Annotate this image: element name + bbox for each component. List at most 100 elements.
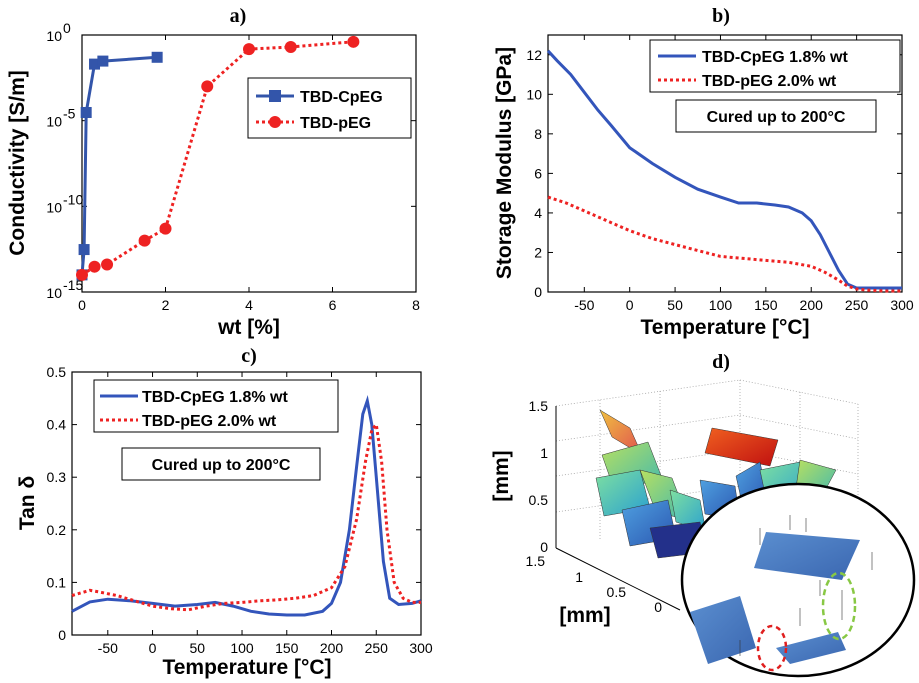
ytick-label: 0.4 xyxy=(47,417,67,433)
panel-b-plot-frame xyxy=(547,34,903,293)
panel-c-series xyxy=(71,395,422,617)
ytick-label: 10 xyxy=(46,285,62,301)
xtick-label: 100 xyxy=(709,297,733,313)
data-point-square xyxy=(151,51,163,63)
series-line-1 xyxy=(547,195,902,293)
ytick-label: 0.1 xyxy=(47,574,67,590)
ytick-exponent: -5 xyxy=(63,106,76,122)
data-point-circle xyxy=(243,43,255,56)
xtick-label: 0 xyxy=(149,640,157,656)
data-point-square xyxy=(80,106,92,118)
xtick-label: 250 xyxy=(365,640,389,656)
panel-a-xlabel: wt [%] xyxy=(217,316,280,339)
panel-a-legend-marker-peg xyxy=(269,116,281,128)
panel-d-inset-sheet-bottom xyxy=(776,632,846,664)
panel-d-ytick-0: 0 xyxy=(654,599,662,615)
ytick-label: 10 xyxy=(46,199,62,215)
xtick-label: 50 xyxy=(667,297,683,313)
xtick-label: 0 xyxy=(78,297,86,313)
xtick-label: -50 xyxy=(98,640,118,656)
panel-a-ylabel: Conductivity [S/m] xyxy=(6,70,29,256)
data-point-square xyxy=(89,58,101,70)
panel-a-legend: TBD-CpEG TBD-pEG xyxy=(247,77,412,139)
xtick-label: 0 xyxy=(626,297,634,313)
panel-c-legend-box xyxy=(93,379,339,433)
panel-a-legend-marker-cpeg xyxy=(269,90,281,102)
panel-b-chart: -50 0 50 100 150 200 250 300 0 2 4 6 8 10 12 Temperatu… xyxy=(493,34,914,339)
panel-b-series xyxy=(546,49,902,293)
panel-b-annotation: Cured up to 200°C xyxy=(707,109,846,126)
panel-c-chart: -50 0 50 100 150 200 250 300 0 0.1 0.2 0.3 0.4 0.5 Te… xyxy=(16,364,433,679)
xtick-label: 6 xyxy=(329,297,337,313)
panel-b-xlabel: Temperature [°C] xyxy=(640,316,809,339)
series-line-0 xyxy=(546,49,902,290)
panel-b-ylabel: Storage Modulus [GPa] xyxy=(493,47,516,279)
data-point-circle xyxy=(101,258,114,271)
xtick-label: 300 xyxy=(409,640,433,656)
ytick-exponent: -15 xyxy=(63,277,83,293)
series-line-0 xyxy=(71,395,422,617)
panel-d-inset-highlight-red xyxy=(756,624,788,672)
panel-d-title: d) xyxy=(712,351,730,373)
panel-d-ytick-0.5: 0.5 xyxy=(607,584,627,600)
panel-d-ylabel: [mm] xyxy=(559,604,610,627)
xtick-label: -50 xyxy=(574,297,594,313)
panel-c-ylabel: Tan δ xyxy=(16,476,39,530)
ytick-label: 8 xyxy=(534,126,542,142)
data-point-circle xyxy=(88,260,101,273)
panel-d-ytick-1: 1 xyxy=(575,569,583,585)
xtick-label: 250 xyxy=(845,297,869,313)
panel-d-inset-sheet-top xyxy=(754,532,860,580)
panel-a-legend-box xyxy=(247,77,412,139)
panel-a-series xyxy=(76,35,360,281)
panel-c-legend-label-cpeg: TBD-CpEG 1.8% wt xyxy=(142,389,288,406)
ytick-label: 0 xyxy=(534,284,542,300)
panel-b-legend-box xyxy=(649,39,901,93)
panel-c-axes: -50 0 50 100 150 200 250 300 0 0.1 0.2 0.3 0.4 0.5 xyxy=(47,364,433,656)
xtick-label: 200 xyxy=(320,640,344,656)
ytick-label: 10 xyxy=(526,86,542,102)
ytick-exponent: -10 xyxy=(63,191,83,207)
panel-b-legend-label-peg: TBD-pEG 2.0% wt xyxy=(702,73,837,90)
ytick-label: 10 xyxy=(46,28,62,44)
panel-d-zoom-inset xyxy=(680,482,916,678)
panel-d-ztick-0.5: 0.5 xyxy=(529,492,549,508)
xtick-label: 150 xyxy=(275,640,299,656)
ytick-label: 0.2 xyxy=(47,522,67,538)
ytick-label: 10 xyxy=(46,114,62,130)
xtick-label: 100 xyxy=(230,640,254,656)
data-point-square xyxy=(78,244,90,256)
panel-d-inset-highlight-green xyxy=(821,571,857,641)
panel-d-3d-illustration: 1.5 1 0.5 0 [mm] 1.5 1 0.5 0 [mm] xyxy=(490,379,916,678)
panel-d-ztick-1: 1 xyxy=(540,445,548,461)
panel-d-ztick-0: 0 xyxy=(540,539,548,555)
panel-d-y-axis xyxy=(555,547,681,611)
panel-c-legend-label-peg: TBD-pEG 2.0% wt xyxy=(142,413,277,430)
data-point-square xyxy=(97,55,109,67)
panel-c-annotation: Cured up to 200°C xyxy=(152,457,291,474)
panel-a-plot-frame xyxy=(81,34,417,293)
panel-d-zlabel: [mm] xyxy=(490,450,513,501)
ytick-label: 2 xyxy=(534,244,542,260)
data-point-circle xyxy=(201,80,214,93)
ytick-label: 0.5 xyxy=(47,364,67,380)
panel-a-legend-label-cpeg: TBD-CpEG xyxy=(300,89,383,106)
panel-b-legend-label-cpeg: TBD-CpEG 1.8% wt xyxy=(702,49,848,66)
panel-b-legend: TBD-CpEG 1.8% wt TBD-pEG 2.0% wt xyxy=(649,39,901,93)
panel-c-xlabel: Temperature [°C] xyxy=(162,656,331,679)
panel-b-annotation-box xyxy=(675,99,877,133)
panel-d-ytick-1.5: 1.5 xyxy=(526,553,546,569)
ytick-label: 0.3 xyxy=(47,469,67,485)
panel-d-ztick-1.5: 1.5 xyxy=(529,398,549,414)
xtick-label: 50 xyxy=(189,640,205,656)
panel-c-plot-frame xyxy=(71,371,422,636)
panel-d-inset-sheet-left xyxy=(690,596,756,664)
panel-b-title: b) xyxy=(712,5,730,27)
data-point-circle xyxy=(347,35,360,48)
ytick-exponent: 0 xyxy=(63,20,71,36)
ytick-label: 0 xyxy=(58,627,66,643)
data-point-circle xyxy=(138,234,151,247)
ytick-label: 6 xyxy=(534,165,542,181)
